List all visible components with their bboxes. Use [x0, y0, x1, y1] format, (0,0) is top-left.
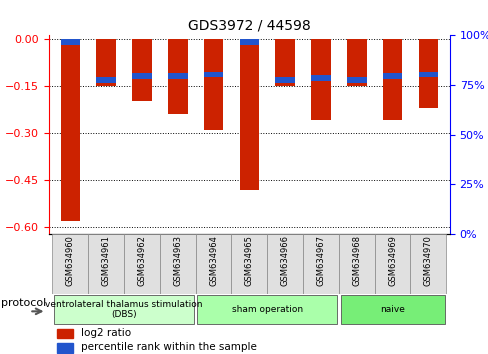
Bar [418, 72, 437, 77]
Bar [382, 39, 402, 120]
Bar [167, 74, 187, 79]
Bar [239, 39, 259, 190]
Text: GSM634965: GSM634965 [244, 235, 253, 286]
Text: GSM634962: GSM634962 [137, 235, 146, 286]
Bar [61, 40, 80, 45]
FancyBboxPatch shape [409, 234, 446, 294]
FancyBboxPatch shape [195, 234, 231, 294]
Bar [239, 40, 259, 45]
Text: GSM634964: GSM634964 [209, 235, 218, 286]
Text: GSM634961: GSM634961 [102, 235, 110, 286]
Title: GDS3972 / 44598: GDS3972 / 44598 [187, 19, 310, 33]
FancyBboxPatch shape [340, 295, 444, 324]
Bar [346, 39, 366, 86]
Text: log2 ratio: log2 ratio [81, 328, 131, 338]
Text: GSM634969: GSM634969 [387, 235, 396, 286]
FancyBboxPatch shape [267, 234, 303, 294]
Bar [96, 77, 116, 83]
FancyBboxPatch shape [231, 234, 267, 294]
Bar [418, 39, 437, 108]
Bar [96, 39, 116, 86]
Bar [275, 77, 294, 83]
FancyBboxPatch shape [52, 234, 88, 294]
Bar [346, 77, 366, 83]
FancyBboxPatch shape [374, 234, 409, 294]
Bar [132, 39, 151, 102]
Text: GSM634960: GSM634960 [66, 235, 75, 286]
Bar [57, 343, 73, 353]
Text: GSM634963: GSM634963 [173, 235, 182, 286]
Text: GSM634970: GSM634970 [423, 235, 432, 286]
Bar [57, 329, 73, 338]
Bar [61, 39, 80, 221]
Text: GSM634967: GSM634967 [316, 235, 325, 286]
Text: ventrolateral thalamus stimulation
(DBS): ventrolateral thalamus stimulation (DBS) [45, 300, 203, 319]
FancyBboxPatch shape [197, 295, 336, 324]
Text: protocol: protocol [1, 298, 46, 308]
Text: naive: naive [379, 305, 404, 314]
FancyBboxPatch shape [338, 234, 374, 294]
Bar [203, 39, 223, 130]
Bar [382, 74, 402, 79]
FancyBboxPatch shape [88, 234, 124, 294]
Bar [167, 39, 187, 114]
Bar [203, 72, 223, 77]
Text: percentile rank within the sample: percentile rank within the sample [81, 342, 256, 353]
Bar [310, 75, 330, 81]
Bar [132, 74, 151, 79]
FancyBboxPatch shape [160, 234, 195, 294]
FancyBboxPatch shape [124, 234, 160, 294]
FancyBboxPatch shape [54, 295, 194, 324]
FancyBboxPatch shape [303, 234, 338, 294]
Text: GSM634968: GSM634968 [351, 235, 361, 286]
Text: GSM634966: GSM634966 [280, 235, 289, 286]
Text: sham operation: sham operation [231, 305, 302, 314]
Bar [310, 39, 330, 120]
Bar [275, 39, 294, 86]
